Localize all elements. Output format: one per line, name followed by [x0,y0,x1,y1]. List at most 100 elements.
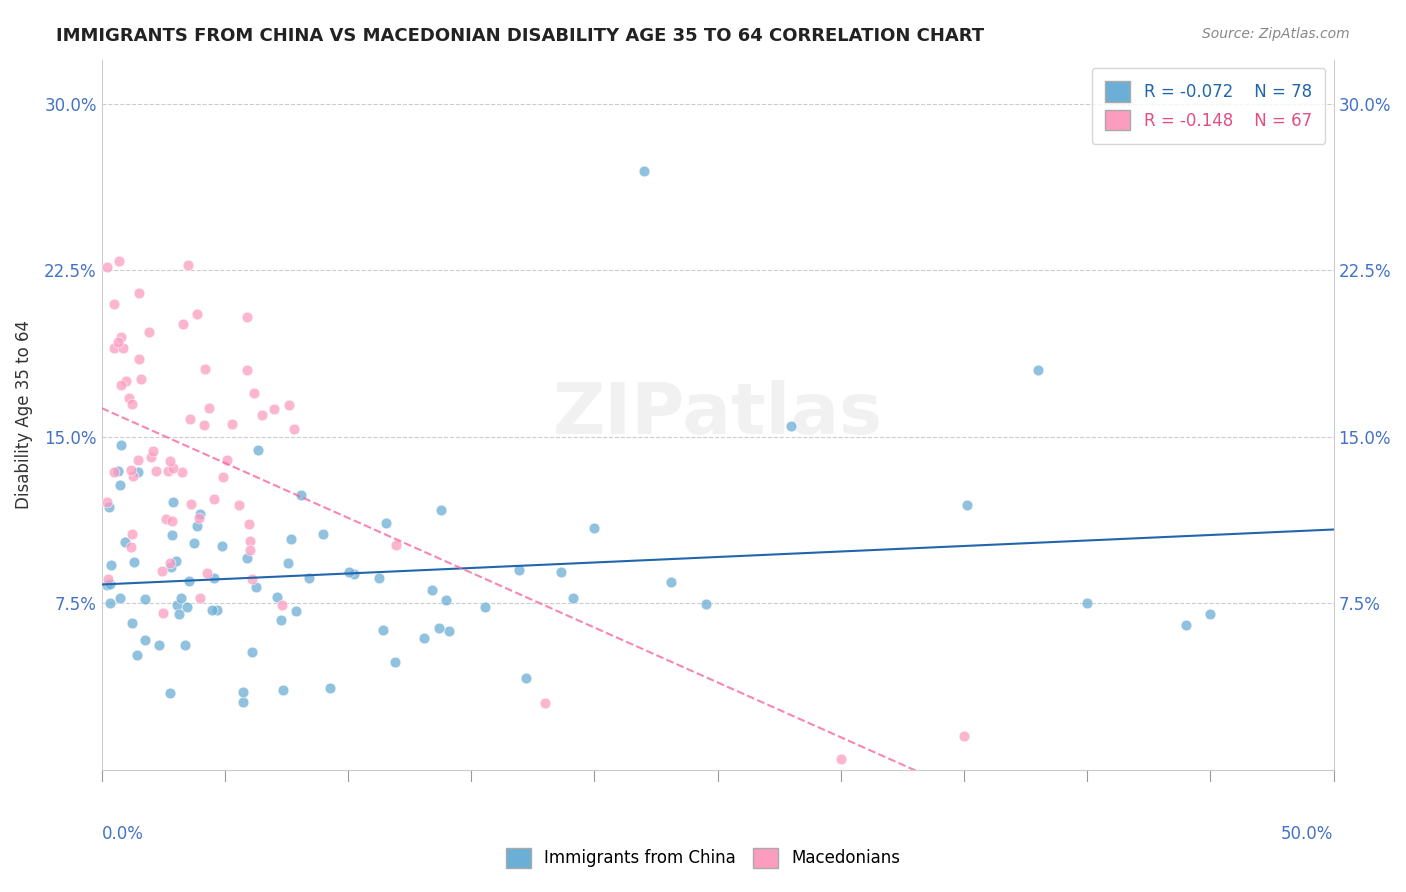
Point [114,535,136,549]
Point [159,560,181,574]
Point [246,443,269,458]
Point [165,554,187,568]
Point [205,603,228,617]
Point [108,477,131,491]
Point [98,500,121,514]
Legend: R = -0.072    N = 78, R = -0.148    N = 67: R = -0.072 N = 78, R = -0.148 N = 67 [1092,68,1326,144]
Point [271,683,294,698]
Point [277,556,299,570]
Point [107,334,129,349]
Point [170,465,193,479]
Point [343,566,366,581]
Point [232,695,254,709]
Point [128,352,150,367]
Point [236,550,259,565]
Point [221,417,243,431]
Point [96,578,118,592]
Point [211,539,233,553]
Text: IMMIGRANTS FROM CHINA VS MACEDONIAN DISABILITY AGE 35 TO 64 CORRELATION CHART: IMMIGRANTS FROM CHINA VS MACEDONIAN DISA… [56,27,984,45]
Point [117,392,139,406]
Point [110,378,132,392]
Point [337,565,360,579]
Point [103,341,125,355]
Point [515,672,537,686]
Point [430,503,453,517]
Point [98,577,121,591]
Point [263,401,285,416]
Point [183,536,205,550]
Point [283,422,305,436]
Point [193,418,215,433]
Point [138,326,160,340]
Point [122,556,145,570]
Point [159,556,181,570]
Point [780,418,803,433]
Point [172,317,194,331]
Point [239,533,262,548]
Point [134,632,156,647]
Point [107,464,129,478]
Point [290,488,312,502]
Point [127,452,149,467]
Point [120,541,142,555]
Point [298,571,321,585]
Point [129,371,152,385]
Point [134,592,156,607]
Point [1076,596,1098,610]
Point [186,519,208,533]
Point [202,491,225,506]
Point [96,495,118,509]
Point [121,527,143,541]
Point [120,463,142,477]
Point [110,591,132,605]
Point [159,686,181,700]
Point [115,375,138,389]
Point [162,461,184,475]
Point [374,516,396,531]
Point [427,621,450,635]
Point [508,563,530,577]
Point [239,542,262,557]
Point [179,412,201,426]
Point [695,597,717,611]
Point [1026,363,1049,377]
Point [474,600,496,615]
Point [160,514,183,528]
Point [103,465,125,479]
Point [145,464,167,478]
Point [148,638,170,652]
Point [240,572,263,586]
Point [250,409,273,423]
Point [194,361,217,376]
Point [1174,618,1197,632]
Point [373,624,395,638]
Point [228,498,250,512]
Point [212,470,235,484]
Point [953,730,976,744]
Point [235,363,257,377]
Point [534,696,557,710]
Point [167,607,190,622]
Point [177,574,200,588]
Point [420,582,443,597]
Point [266,590,288,604]
Point [245,580,267,594]
Point [284,604,307,618]
Point [110,330,132,344]
Legend: Immigrants from China, Macedonians: Immigrants from China, Macedonians [499,841,907,875]
Point [110,437,132,451]
Point [270,613,292,627]
Point [121,397,143,411]
Point [159,454,181,468]
Point [100,558,122,572]
Point [142,443,165,458]
Point [550,565,572,579]
Point [170,591,193,606]
Point [202,571,225,585]
Point [188,591,211,605]
Point [180,497,202,511]
Point [318,681,340,695]
Point [582,521,605,535]
Point [270,598,292,612]
Point [188,508,211,522]
